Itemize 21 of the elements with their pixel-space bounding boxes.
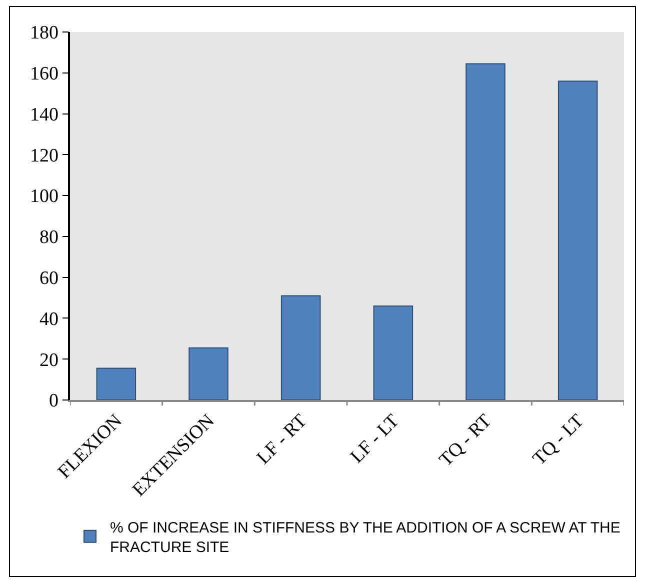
bar	[280, 295, 321, 400]
y-tick-label: 180	[30, 22, 58, 44]
bar	[466, 63, 506, 400]
x-tick-label: TQ - LT	[528, 410, 588, 470]
x-tick-label: LF - LT	[346, 410, 404, 468]
bar	[96, 368, 136, 400]
y-tick-label: 160	[30, 64, 58, 85]
y-tick-label: 100	[30, 186, 58, 208]
y-tick-label: 120	[30, 145, 58, 166]
bar	[188, 347, 228, 400]
x-tick-label: TQ - RT	[435, 410, 496, 471]
bar	[373, 305, 414, 400]
bar	[558, 80, 598, 400]
y-tick-label: 140	[30, 104, 58, 126]
y-tick-label: 60	[39, 268, 58, 289]
y-tick-label: 40	[39, 308, 58, 330]
legend-label: % OF INCREASE IN STIFFNESS BY THE ADDITION OF A SCREW AT THE FRACTURE SITE	[110, 520, 620, 556]
y-tick-label: 80	[39, 227, 58, 248]
x-tick-label: LF - RT	[253, 410, 312, 469]
y-tick-label: 0	[48, 390, 58, 412]
y-tick-label: 20	[39, 350, 58, 371]
